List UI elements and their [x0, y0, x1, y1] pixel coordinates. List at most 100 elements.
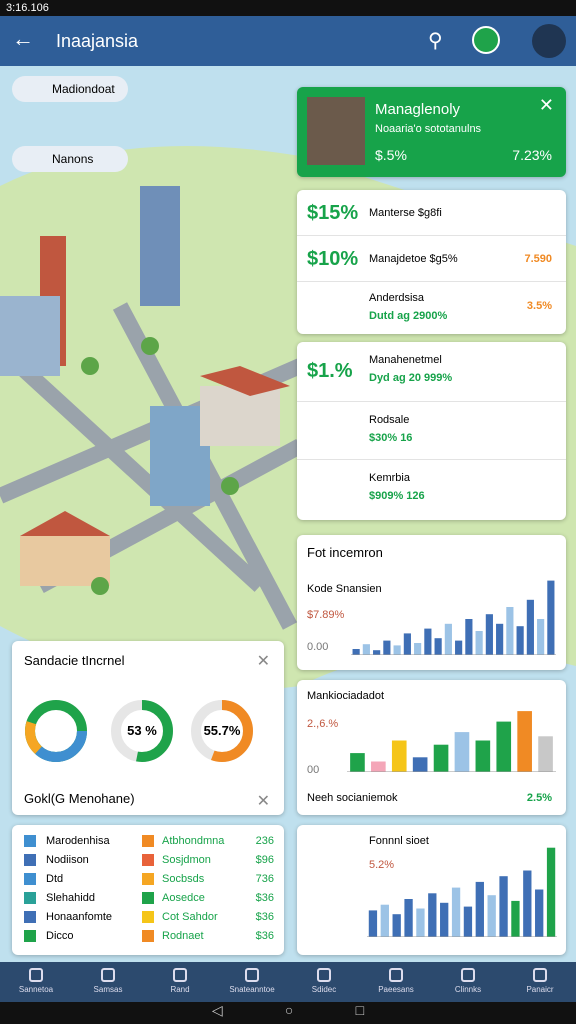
row-title: Manahenetmel [369, 354, 442, 366]
row-value: $1.% [307, 360, 353, 382]
legend-name: Cot Sahdor [162, 911, 218, 923]
bar [496, 623, 504, 655]
donut-label: 53 % [127, 723, 157, 738]
legend-name: Rodnaet [162, 930, 204, 942]
bar [440, 902, 449, 937]
legend-name: Honaanfomte [46, 911, 113, 923]
card-label: $7.89% [307, 609, 345, 621]
axis-label: 0.00 [307, 641, 329, 653]
bar [475, 631, 483, 655]
app-bar: ← Inaajansia ⚲ [0, 16, 576, 66]
map-shape [200, 366, 290, 396]
legend-value: 736 [255, 873, 274, 885]
bar [380, 904, 389, 937]
nav-label: Sdidec [311, 985, 337, 994]
bar [444, 623, 452, 655]
bar [434, 638, 442, 655]
bar [393, 645, 401, 655]
legend-value: $36 [255, 930, 274, 942]
footer-value: 2.5% [526, 792, 552, 804]
card-title: Fot incemron [307, 545, 383, 560]
bar [362, 644, 370, 655]
donuts: 53 % 55.7% [25, 700, 253, 762]
legend-name: Marodenhisa [46, 835, 110, 847]
map-shape [140, 186, 180, 306]
map-label[interactable]: Nanons [12, 146, 128, 172]
bar [517, 711, 532, 772]
legend-name: Nodiison [46, 854, 89, 866]
profile-left: $.5% [375, 147, 407, 163]
row-title: Kemrbia [369, 472, 410, 484]
bar [526, 599, 534, 655]
close-button[interactable]: ✕ [256, 653, 270, 670]
nav-item[interactable]: Rand [144, 962, 216, 1002]
nav-item[interactable]: Panaicr [504, 962, 576, 1002]
nav-icon [173, 968, 187, 982]
map-shape [81, 357, 99, 375]
list-row[interactable]: $1.% Manahenetmel Dyd ag 20 999% [297, 342, 566, 402]
nav-icon [245, 968, 259, 982]
bar [383, 640, 391, 655]
bar [516, 626, 524, 655]
donut-arc [191, 700, 253, 762]
list-row[interactable]: Kemrbia $909% 126 [297, 460, 566, 520]
bar [506, 607, 514, 655]
back-button[interactable]: ← [12, 26, 34, 51]
bar [523, 870, 532, 937]
profile-right: 7.23% [512, 147, 552, 163]
list-row[interactable]: Rodsale $30% 16 [297, 402, 566, 460]
legend-swatch [24, 930, 36, 942]
map-shape [91, 577, 109, 595]
card-title: Sandacie tIncrnel [24, 653, 125, 668]
bar-chart [367, 847, 557, 937]
nav-item[interactable]: Sannetoa [0, 962, 72, 1002]
bar [499, 876, 508, 937]
legend-value: $36 [255, 911, 274, 923]
nav-item[interactable]: Clinnks [432, 962, 504, 1002]
legend-swatch [142, 892, 154, 904]
bar [416, 908, 425, 937]
profile-card[interactable]: Managlenoly Noaaria'o sototanulns $.5% 7… [297, 87, 566, 177]
donut-label: 55.7% [204, 723, 241, 738]
list-card: $15% Manterse $g8fi $10% Manajdetoe $g5% 7.… [297, 190, 566, 334]
app-title: Inaajansia [56, 31, 139, 51]
map-shape [141, 337, 159, 355]
bar [392, 914, 401, 937]
nav-item[interactable]: Samsas [72, 962, 144, 1002]
nav-label: Clinnks [454, 985, 482, 994]
nav-icon [389, 968, 403, 982]
nav-item[interactable]: Snateanntoe [216, 962, 288, 1002]
legend-name: Socbsds [162, 873, 205, 885]
bar [428, 893, 437, 937]
status-bar: 3:16.106 [0, 0, 576, 16]
nav-icon [533, 968, 547, 982]
nav-item[interactable]: Paeesans [360, 962, 432, 1002]
bar [475, 881, 484, 937]
row-label: $909% 126 [369, 490, 425, 502]
close-button[interactable]: ✕ [538, 95, 554, 115]
notification-button[interactable] [472, 26, 500, 54]
card-title: Mankiociadadot [307, 690, 385, 702]
row-label: Dyd ag 20 999% [369, 372, 453, 384]
system-nav: ◁ ○ □ [0, 1002, 576, 1024]
bar [547, 580, 555, 655]
nav-item[interactable]: Sdidec [288, 962, 360, 1002]
list-row[interactable]: $10% Manajdetoe $g5% 7.590 [297, 236, 566, 282]
list-row[interactable]: $15% Manterse $g8fi [297, 190, 566, 236]
map-shape [20, 536, 110, 586]
legend-name: Aosedce [162, 892, 205, 904]
close-button[interactable]: ✕ [256, 793, 270, 810]
time: 3:16.106 [6, 2, 49, 14]
chart-card: Fonnnl sioet 5.2% [297, 825, 566, 955]
list-card: $1.% Manahenetmel Dyd ag 20 999% Rodsale $3… [297, 342, 566, 520]
legend-swatch [142, 911, 154, 923]
bar [451, 887, 461, 937]
search-button[interactable]: ⚲ [428, 30, 443, 52]
card-footer: Gokl(G Menohane) [24, 791, 135, 806]
row-title: Rodsale [369, 414, 410, 426]
list-row[interactable]: Anderdsisa Dutd ag 2900% 3.5% [297, 282, 566, 334]
map-label[interactable]: Madiondoat [12, 76, 128, 102]
bar [475, 740, 491, 772]
row-label: Dutd ag 2900% [369, 310, 448, 322]
menu-button[interactable] [532, 24, 566, 58]
